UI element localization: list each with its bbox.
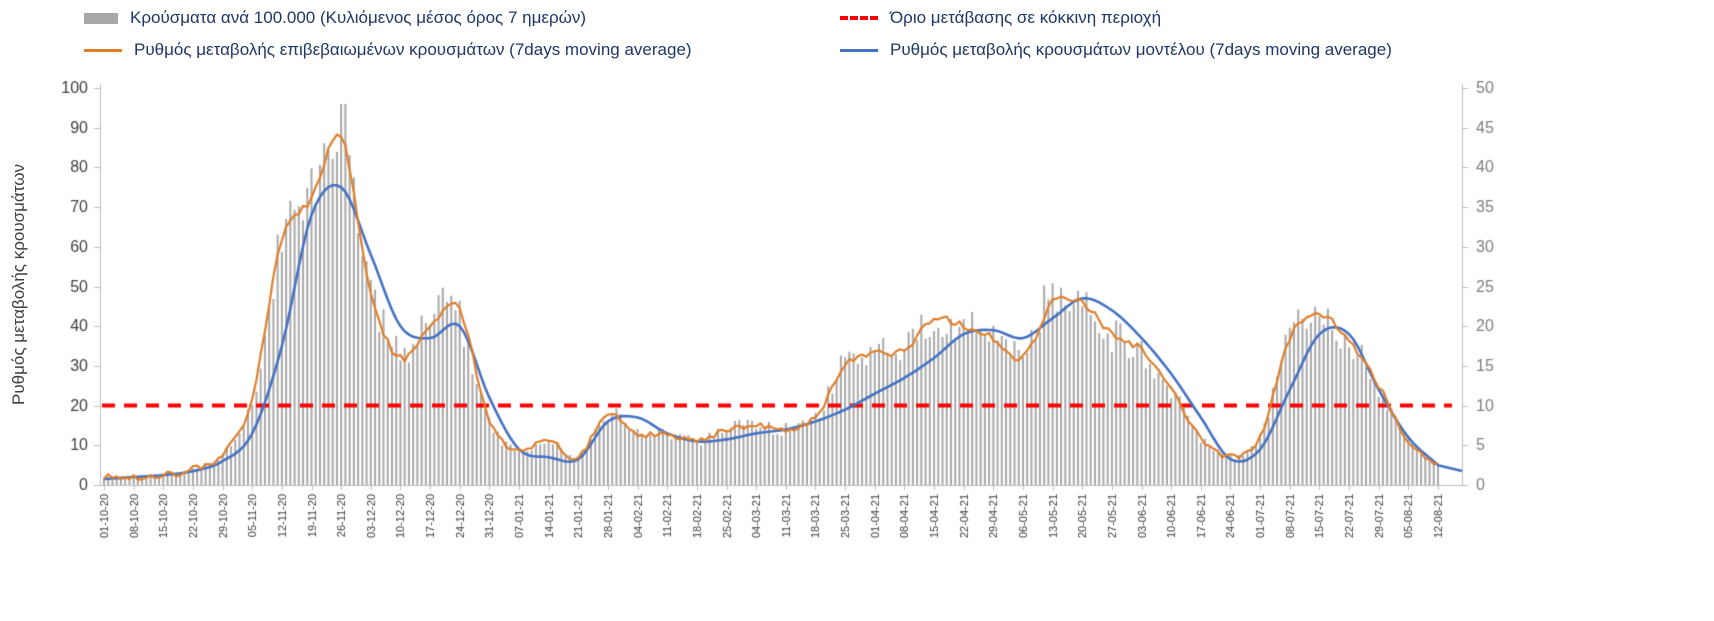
chart-plot-canvas bbox=[0, 0, 1714, 621]
chart-panel: Κρούσματα ανά 100.000 (Κυλιόμενος μέσος … bbox=[0, 0, 1714, 621]
